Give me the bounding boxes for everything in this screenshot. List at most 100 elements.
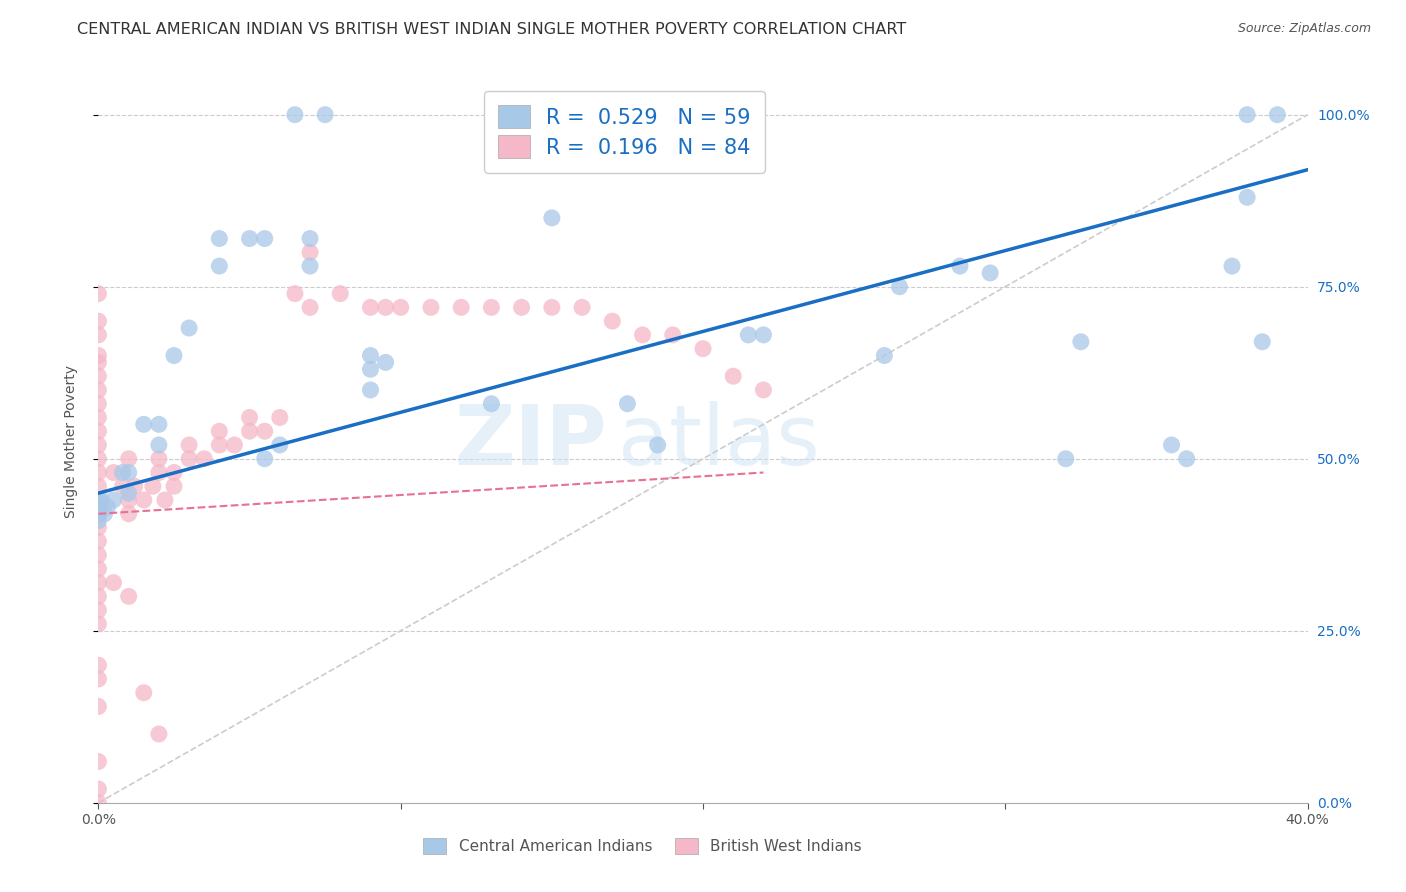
Point (87, 493, 110, 508)
Point (389, 301, 412, 315)
Point (87, 658, 110, 673)
Point (118, 486, 141, 500)
Legend: Central American Indians, British West Indians: Central American Indians, British West I… (418, 832, 868, 860)
Point (87, 755, 110, 769)
Point (631, 327, 654, 342)
Point (118, 590, 141, 604)
Point (87, 507, 110, 521)
Point (420, 301, 443, 315)
Point (163, 466, 186, 480)
Point (163, 479, 186, 493)
Point (179, 438, 201, 452)
Point (87, 438, 110, 452)
Point (87, 500, 110, 514)
Point (87, 451, 110, 466)
Point (208, 424, 231, 438)
Point (87, 500, 110, 514)
Point (148, 727, 170, 741)
Point (647, 438, 669, 452)
Point (269, 410, 291, 425)
Point (360, 301, 382, 315)
Point (253, 231, 276, 245)
Point (148, 438, 170, 452)
Point (299, 245, 322, 260)
Point (132, 686, 155, 700)
Point (1267, 108, 1289, 122)
Point (253, 424, 276, 438)
Point (153, 493, 176, 508)
Point (889, 279, 911, 293)
Point (253, 451, 276, 466)
Point (571, 301, 593, 315)
Point (510, 108, 533, 122)
Point (540, 301, 562, 315)
Point (87, 500, 110, 514)
Point (87, 466, 110, 480)
Point (87, 507, 110, 521)
Point (450, 301, 472, 315)
Point (118, 451, 141, 466)
Point (1054, 451, 1077, 466)
Point (87, 507, 110, 521)
Point (1160, 438, 1182, 452)
Point (752, 383, 775, 397)
Point (616, 397, 638, 411)
Point (87, 500, 110, 514)
Point (142, 479, 165, 493)
Point (329, 286, 352, 301)
Point (193, 451, 215, 466)
Point (87, 397, 110, 411)
Point (87, 507, 110, 521)
Point (87, 507, 110, 521)
Point (87, 369, 110, 384)
Point (87, 479, 110, 493)
Point (208, 259, 231, 273)
Point (132, 417, 155, 432)
Point (510, 301, 533, 315)
Point (1070, 334, 1092, 349)
Point (87, 500, 110, 514)
Point (87, 507, 110, 521)
Point (96, 500, 118, 514)
Point (1220, 259, 1243, 273)
Point (87, 534, 110, 549)
Point (87, 562, 110, 576)
Point (979, 266, 1001, 280)
Point (87, 699, 110, 714)
Point (1236, 190, 1258, 204)
Point (87, 424, 110, 438)
Point (118, 466, 141, 480)
Point (179, 321, 201, 335)
Point (374, 301, 396, 315)
Point (1236, 108, 1258, 122)
Point (360, 383, 382, 397)
Point (208, 438, 231, 452)
Y-axis label: Single Mother Poverty: Single Mother Poverty (63, 365, 77, 518)
Point (87, 796, 110, 810)
Point (208, 231, 231, 245)
Point (87, 286, 110, 301)
Point (87, 493, 110, 508)
Point (118, 507, 141, 521)
Point (179, 451, 201, 466)
Text: atlas: atlas (619, 401, 820, 482)
Point (299, 259, 322, 273)
Point (87, 507, 110, 521)
Point (90, 493, 112, 508)
Point (239, 231, 262, 245)
Point (87, 575, 110, 590)
Point (239, 410, 262, 425)
Point (949, 259, 972, 273)
Point (661, 327, 683, 342)
Point (148, 451, 170, 466)
Point (87, 314, 110, 328)
Point (87, 514, 110, 528)
Point (873, 349, 896, 363)
Point (87, 327, 110, 342)
Point (602, 314, 624, 328)
Point (481, 301, 503, 315)
Point (1175, 451, 1198, 466)
Point (314, 108, 336, 122)
Point (481, 397, 503, 411)
Point (87, 355, 110, 369)
